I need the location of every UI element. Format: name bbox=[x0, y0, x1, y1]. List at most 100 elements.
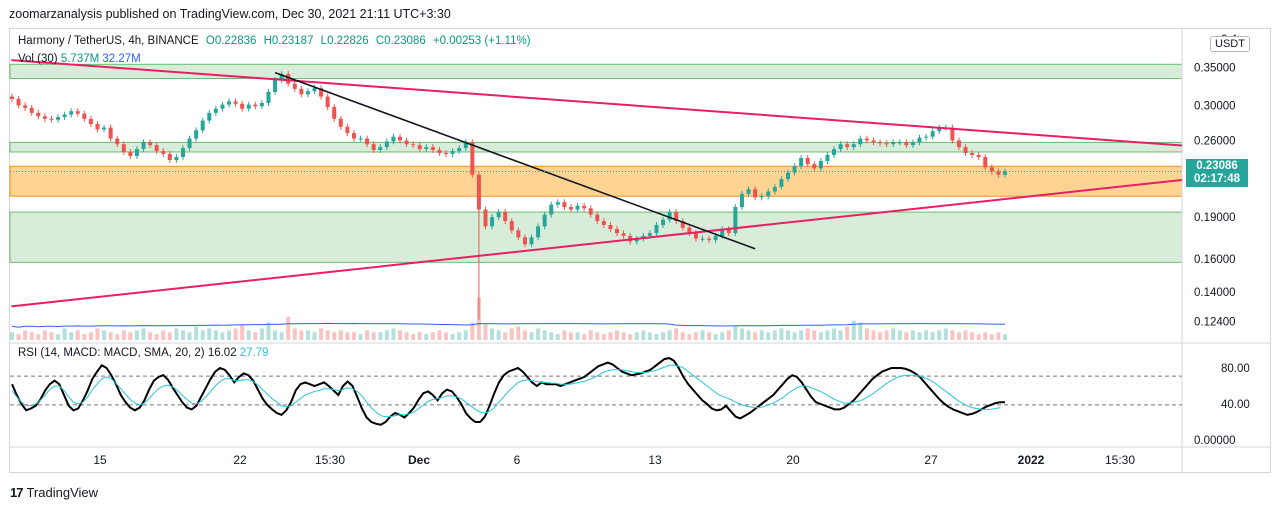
candle-body bbox=[707, 238, 712, 241]
ascending-trendline bbox=[11, 178, 1183, 308]
tradingview-logo-icon: 17 bbox=[10, 485, 24, 500]
price-tick-label: 0.16000 bbox=[1194, 254, 1236, 266]
price-tick-label: 0.30000 bbox=[1194, 100, 1236, 112]
volume-value-2: 32.27M bbox=[102, 53, 141, 65]
volume-bar bbox=[562, 330, 567, 340]
zone-layer bbox=[9, 63, 1183, 263]
black-trendline bbox=[274, 71, 756, 250]
candle-body bbox=[924, 136, 929, 138]
candle-body bbox=[325, 96, 330, 108]
volume-bar bbox=[970, 332, 975, 340]
candle-body bbox=[259, 102, 264, 107]
volume-bar bbox=[917, 332, 922, 340]
chart-frame bbox=[9, 28, 1271, 473]
volume-bar bbox=[180, 330, 185, 340]
candle-body bbox=[207, 112, 212, 121]
volume-bar bbox=[641, 330, 646, 340]
volume-bar bbox=[864, 328, 869, 340]
candle-body bbox=[529, 237, 534, 245]
volume-bar bbox=[845, 326, 850, 340]
candle-body bbox=[845, 144, 850, 148]
candle-body bbox=[404, 140, 409, 145]
candle-body bbox=[897, 142, 902, 144]
volume-bar bbox=[384, 330, 389, 340]
candle-body bbox=[121, 144, 126, 152]
candle-body bbox=[279, 74, 284, 80]
volume-bar bbox=[56, 334, 61, 340]
ohlc-open: O0.22836 bbox=[205, 35, 257, 47]
volume-bar bbox=[496, 330, 501, 340]
candle-body bbox=[227, 101, 232, 105]
volume-bar bbox=[568, 332, 573, 340]
time-tick-label: 13 bbox=[648, 453, 662, 467]
volume-bar bbox=[733, 326, 738, 340]
candle-body bbox=[351, 133, 356, 139]
volume-bar bbox=[233, 328, 238, 340]
volume-bar bbox=[628, 334, 633, 340]
volume-bar bbox=[220, 332, 225, 340]
ohlc-change: +0.00253 (+1.11%) bbox=[432, 35, 531, 47]
candle-body bbox=[693, 233, 698, 239]
time-tick-label: 20 bbox=[786, 453, 800, 467]
volume-bar bbox=[746, 330, 751, 340]
candle-body bbox=[69, 111, 74, 115]
volume-bar bbox=[141, 328, 146, 340]
candle-body bbox=[220, 104, 225, 109]
candle-body bbox=[838, 144, 843, 150]
volume-bar bbox=[102, 330, 107, 340]
candle-body bbox=[345, 126, 350, 134]
currency-unit-badge[interactable]: USDT bbox=[1210, 36, 1250, 52]
volume-bar bbox=[693, 332, 698, 340]
volume-bar bbox=[858, 322, 863, 340]
ohlc-low: L0.22826 bbox=[320, 35, 369, 47]
volume-bar bbox=[989, 334, 994, 340]
volume-label[interactable]: Vol (30) bbox=[18, 53, 58, 65]
candle-body bbox=[726, 229, 731, 234]
volume-bar bbox=[457, 332, 462, 340]
rsi-value-1: 16.02 bbox=[207, 347, 237, 359]
volume-bar bbox=[148, 332, 153, 340]
volume-bar bbox=[720, 332, 725, 340]
candle-body bbox=[397, 136, 402, 141]
volume-bar bbox=[391, 328, 396, 340]
volume-bar bbox=[338, 330, 343, 340]
time-tick-label: 2022 bbox=[1018, 453, 1045, 467]
trendline-layer bbox=[10, 59, 1183, 308]
volume-bar bbox=[851, 320, 856, 340]
volume-bar bbox=[490, 328, 495, 340]
volume-bar bbox=[897, 330, 902, 340]
volume-bar bbox=[305, 330, 310, 340]
candle-body bbox=[154, 145, 159, 152]
rsi-tick-label: 80.00 bbox=[1221, 363, 1250, 375]
volume-bar bbox=[404, 332, 409, 340]
candle-body bbox=[246, 104, 251, 109]
candle-body bbox=[174, 156, 179, 161]
zone-green-1 bbox=[9, 141, 1183, 153]
volume-bar bbox=[516, 326, 521, 340]
candle-body bbox=[75, 111, 80, 114]
volume-bar bbox=[227, 330, 232, 340]
candle-body bbox=[483, 209, 488, 227]
candle-body bbox=[733, 207, 738, 234]
candle-body bbox=[956, 140, 961, 148]
candle-body bbox=[240, 103, 245, 109]
descending-trendline bbox=[11, 59, 1183, 147]
tradingview-brand[interactable]: 17 TradingView bbox=[10, 485, 98, 500]
candle-body bbox=[161, 151, 166, 154]
candle-body bbox=[115, 138, 120, 145]
volume-bar bbox=[608, 332, 613, 340]
candle-body bbox=[108, 127, 113, 139]
candle-body bbox=[588, 208, 593, 215]
rsi-label[interactable]: RSI (14, MACD: MACD, SMA, 20, 2) bbox=[18, 347, 205, 359]
symbol-label[interactable]: Harmony / TetherUS, 4h, BINANCE bbox=[18, 35, 199, 47]
volume-bar bbox=[871, 330, 876, 340]
volume-bar bbox=[253, 332, 258, 340]
volume-bar bbox=[444, 332, 449, 340]
volume-bar bbox=[943, 328, 948, 340]
volume-bar bbox=[930, 332, 935, 340]
volume-bar bbox=[615, 330, 620, 340]
volume-bar bbox=[522, 330, 527, 340]
volume-bar bbox=[621, 332, 626, 340]
volume-bar bbox=[207, 328, 212, 340]
